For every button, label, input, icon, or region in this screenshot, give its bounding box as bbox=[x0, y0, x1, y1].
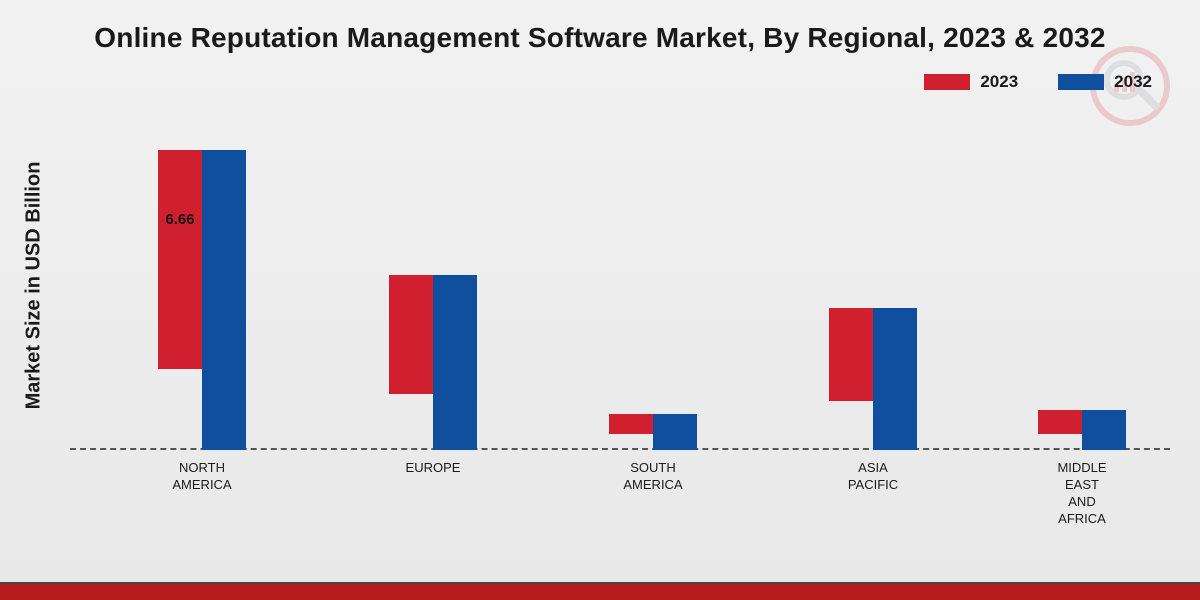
x-axis-label: ASIA PACIFIC bbox=[848, 460, 898, 494]
y-axis-label: Market Size in USD Billion bbox=[22, 110, 46, 460]
x-axis-label: MIDDLE EAST AND AFRICA bbox=[1057, 460, 1106, 528]
x-axis-labels: NORTH AMERICA EUROPE SOUTH AMERICA ASIA PAC… bbox=[70, 460, 1170, 540]
chart-plot-area: 6.66 bbox=[70, 120, 1170, 450]
legend-item-2023: 2023 bbox=[924, 72, 1018, 92]
x-axis-label: SOUTH AMERICA bbox=[623, 460, 682, 494]
chart-title: Online Reputation Management Software Ma… bbox=[0, 22, 1200, 54]
bar bbox=[609, 414, 653, 434]
bar bbox=[433, 275, 477, 450]
bar bbox=[158, 150, 202, 370]
x-axis-label: EUROPE bbox=[406, 460, 461, 477]
legend-swatch-2032 bbox=[1058, 74, 1104, 90]
bar bbox=[1082, 410, 1126, 450]
x-axis-label: NORTH AMERICA bbox=[172, 460, 231, 494]
bar bbox=[389, 275, 433, 394]
bar bbox=[202, 150, 246, 450]
bar bbox=[873, 308, 917, 450]
legend-label-2032: 2032 bbox=[1114, 72, 1152, 92]
legend-item-2032: 2032 bbox=[1058, 72, 1152, 92]
bar-group bbox=[1038, 410, 1126, 450]
bar bbox=[829, 308, 873, 400]
value-label: 6.66 bbox=[165, 211, 194, 228]
footer-bar bbox=[0, 584, 1200, 600]
legend: 2023 2032 bbox=[924, 72, 1152, 92]
legend-swatch-2023 bbox=[924, 74, 970, 90]
bar-group bbox=[609, 414, 697, 450]
bar-group bbox=[389, 275, 477, 450]
bar-group bbox=[158, 150, 246, 450]
bar-group bbox=[829, 308, 917, 450]
legend-label-2023: 2023 bbox=[980, 72, 1018, 92]
bar bbox=[653, 414, 697, 450]
bar bbox=[1038, 410, 1082, 433]
